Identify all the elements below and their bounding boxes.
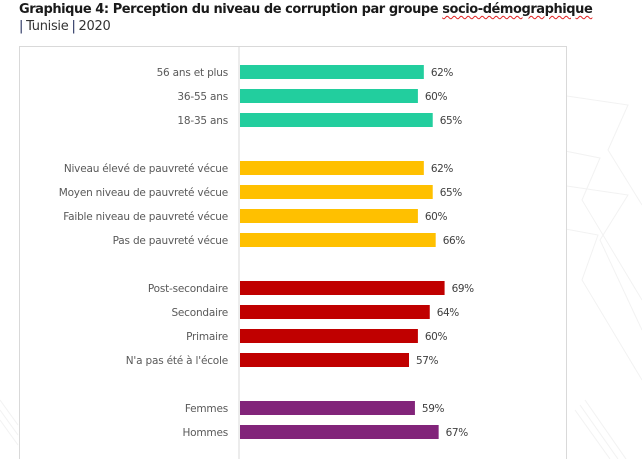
data-label: 65% xyxy=(440,115,463,127)
bar-pauvrete xyxy=(240,233,436,247)
chart-title-underlined: socio-démographique xyxy=(442,2,593,17)
category-label: Niveau élevé de pauvreté vécue xyxy=(64,163,228,175)
bar-age xyxy=(240,65,424,79)
category-label: Femmes xyxy=(185,403,228,415)
bar-education xyxy=(240,353,410,367)
bar-education xyxy=(240,281,445,295)
data-label: 60% xyxy=(425,211,448,223)
data-label: 62% xyxy=(431,163,454,175)
category-label: 36-55 ans xyxy=(177,91,228,103)
chart-title-main: Graphique 4: Perception du niveau de cor… xyxy=(19,2,443,17)
data-label: 65% xyxy=(440,187,463,199)
category-label: Pas de pauvreté vécue xyxy=(113,235,228,247)
bar-pauvrete xyxy=(240,209,418,223)
category-label: Post-secondaire xyxy=(148,283,228,295)
category-label: Secondaire xyxy=(171,307,228,319)
bar-genre xyxy=(240,401,415,415)
category-label: Hommes xyxy=(182,427,228,439)
category-label: Moyen niveau de pauvreté vécue xyxy=(59,187,228,199)
data-label: 62% xyxy=(431,67,454,79)
category-label: 56 ans et plus xyxy=(157,67,228,79)
subtitle-separator: | xyxy=(71,19,76,34)
bar-age xyxy=(240,89,418,103)
category-label: Primaire xyxy=(186,331,228,343)
data-label: 60% xyxy=(425,91,448,103)
chart-title: Graphique 4: Perception du niveau de cor… xyxy=(19,2,639,18)
bar-genre xyxy=(240,425,439,439)
category-label: Faible niveau de pauvreté vécue xyxy=(63,211,228,223)
data-label: 59% xyxy=(422,403,445,415)
data-label: 67% xyxy=(446,427,469,439)
data-label: 57% xyxy=(416,355,439,367)
bar-education xyxy=(240,329,418,343)
data-label: 64% xyxy=(437,307,460,319)
bar-age xyxy=(240,113,433,127)
category-label: N'a pas été à l'école xyxy=(126,355,228,367)
bar-education xyxy=(240,305,430,319)
subtitle-separator: | xyxy=(19,19,24,34)
subtitle-country: Tunisie xyxy=(26,19,69,34)
category-label: 18-35 ans xyxy=(177,115,228,127)
bar-pauvrete xyxy=(240,185,433,199)
data-label: 69% xyxy=(452,283,475,295)
data-label: 60% xyxy=(425,331,448,343)
chart-subtitle: | Tunisie | 2020 xyxy=(19,19,111,35)
data-label: 66% xyxy=(443,235,466,247)
subtitle-year: 2020 xyxy=(78,19,111,34)
bar-pauvrete xyxy=(240,161,424,175)
